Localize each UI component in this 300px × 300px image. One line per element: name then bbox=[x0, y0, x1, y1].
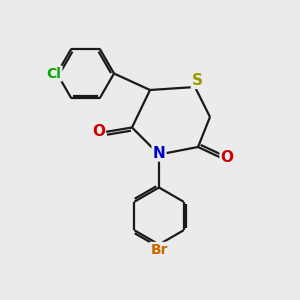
Text: O: O bbox=[92, 124, 105, 140]
Text: S: S bbox=[192, 73, 203, 88]
Text: O: O bbox=[220, 150, 234, 165]
Text: N: N bbox=[153, 146, 165, 160]
Text: Cl: Cl bbox=[46, 67, 62, 80]
Text: Br: Br bbox=[150, 243, 168, 257]
